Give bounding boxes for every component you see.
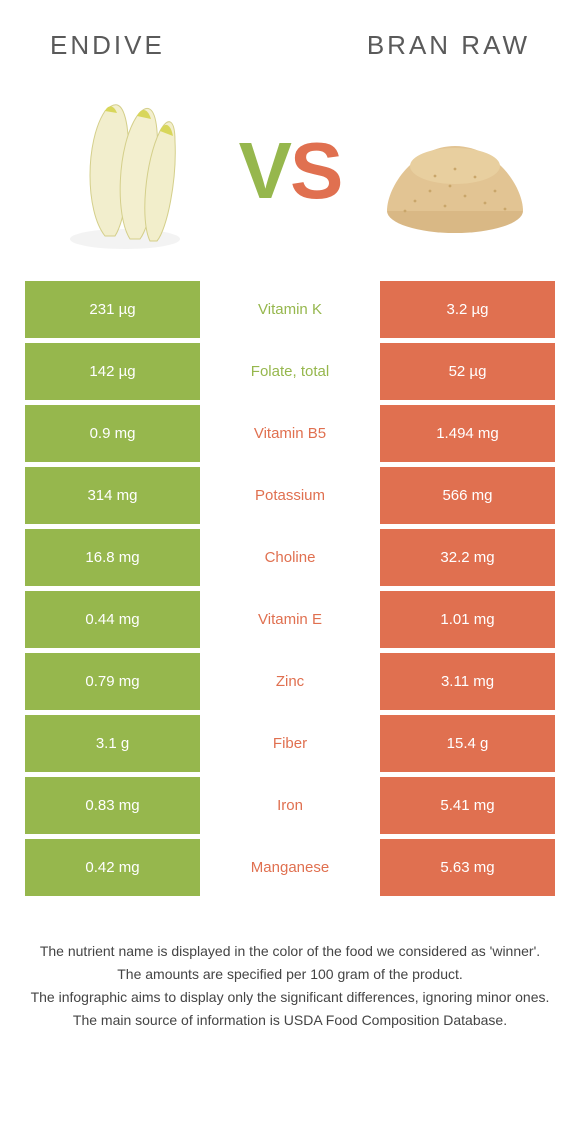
nutrient-label: Zinc [200, 653, 380, 710]
table-row: 16.8 mgCholine32.2 mg [25, 529, 555, 586]
footer-line: The main source of information is USDA F… [25, 1010, 555, 1031]
table-row: 0.83 mgIron5.41 mg [25, 777, 555, 834]
left-value: 0.44 mg [25, 591, 200, 648]
left-value: 3.1 g [25, 715, 200, 772]
table-row: 0.9 mgVitamin B51.494 mg [25, 405, 555, 462]
left-value: 0.79 mg [25, 653, 200, 710]
endive-icon [40, 86, 210, 256]
vs-s: S [290, 126, 341, 215]
right-value: 566 mg [380, 467, 555, 524]
table-row: 0.79 mgZinc3.11 mg [25, 653, 555, 710]
table-row: 142 µgFolate, total52 µg [25, 343, 555, 400]
bran-icon [370, 86, 540, 256]
left-value: 0.83 mg [25, 777, 200, 834]
images-row: VS [0, 71, 580, 281]
right-value: 5.41 mg [380, 777, 555, 834]
left-value: 16.8 mg [25, 529, 200, 586]
right-value: 1.01 mg [380, 591, 555, 648]
nutrient-label: Vitamin B5 [200, 405, 380, 462]
nutrient-label: Fiber [200, 715, 380, 772]
nutrient-label: Potassium [200, 467, 380, 524]
right-value: 52 µg [380, 343, 555, 400]
nutrient-table: 231 µgVitamin K3.2 µg142 µgFolate, total… [0, 281, 580, 896]
left-title: ENDIVE [50, 30, 165, 61]
right-value: 3.11 mg [380, 653, 555, 710]
nutrient-label: Manganese [200, 839, 380, 896]
left-value: 0.42 mg [25, 839, 200, 896]
left-value: 0.9 mg [25, 405, 200, 462]
right-value: 5.63 mg [380, 839, 555, 896]
nutrient-label: Vitamin K [200, 281, 380, 338]
right-title: BRAN RAW [367, 30, 530, 61]
left-value: 314 mg [25, 467, 200, 524]
footer-line: The infographic aims to display only the… [25, 987, 555, 1008]
right-value: 32.2 mg [380, 529, 555, 586]
nutrient-label: Iron [200, 777, 380, 834]
table-row: 314 mgPotassium566 mg [25, 467, 555, 524]
vs-label: VS [239, 125, 342, 217]
nutrient-label: Vitamin E [200, 591, 380, 648]
footer: The nutrient name is displayed in the co… [0, 901, 580, 1053]
table-row: 3.1 gFiber15.4 g [25, 715, 555, 772]
left-value: 231 µg [25, 281, 200, 338]
table-row: 0.44 mgVitamin E1.01 mg [25, 591, 555, 648]
footer-line: The amounts are specified per 100 gram o… [25, 964, 555, 985]
right-value: 1.494 mg [380, 405, 555, 462]
footer-line: The nutrient name is displayed in the co… [25, 941, 555, 962]
right-value: 3.2 µg [380, 281, 555, 338]
nutrient-label: Folate, total [200, 343, 380, 400]
nutrient-label: Choline [200, 529, 380, 586]
table-row: 231 µgVitamin K3.2 µg [25, 281, 555, 338]
vs-v: V [239, 126, 290, 215]
right-value: 15.4 g [380, 715, 555, 772]
header: ENDIVE BRAN RAW [0, 0, 580, 71]
left-value: 142 µg [25, 343, 200, 400]
table-row: 0.42 mgManganese5.63 mg [25, 839, 555, 896]
